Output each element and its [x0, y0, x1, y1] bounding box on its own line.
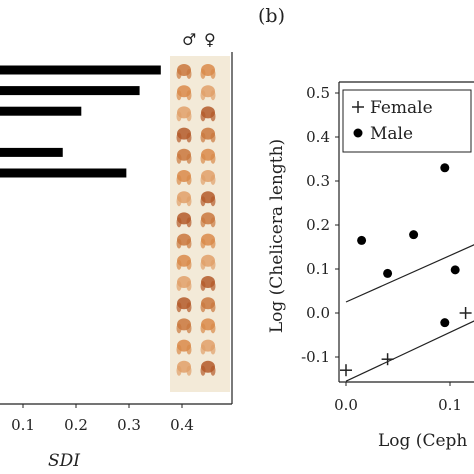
- female-specimen-icon: [200, 233, 216, 249]
- male-specimen-icon: [176, 318, 192, 334]
- x-tick-label-a: 0.1: [11, 416, 35, 434]
- y-tick-label-b: 0.1: [306, 260, 330, 278]
- male-specimen-icon: [176, 297, 192, 313]
- male-specimen-icon: [176, 148, 192, 164]
- female-point: [381, 353, 394, 366]
- female-specimen-icon: [200, 339, 216, 355]
- female-specimen-icon: [200, 106, 216, 122]
- panel-a-sdi-bars: ♂ ♀ 0.1 0.2 0.3 0.4 SDI: [0, 30, 233, 471]
- female-specimen-icon: [200, 64, 216, 79]
- bar: [0, 65, 161, 75]
- scatter-points: [340, 163, 472, 377]
- female-specimen-icon: [200, 127, 216, 143]
- legend-label-male: Male: [370, 124, 413, 144]
- male-specimen-icon: [176, 360, 192, 376]
- male-point: [357, 235, 367, 245]
- female-specimen-icon: [200, 254, 216, 270]
- legend-box: [342, 89, 472, 153]
- bar: [0, 147, 63, 157]
- bar: [0, 168, 127, 178]
- female-specimen-icon: [200, 360, 216, 376]
- female-specimen-icon: [200, 148, 216, 164]
- panel-label-b: (b): [258, 5, 285, 27]
- legend-dot-male: [353, 128, 363, 138]
- male-specimen-icon: [176, 127, 192, 143]
- x-tick-label-b: 0.1: [438, 396, 462, 414]
- y-axis-label: Log (Chelicera length): [267, 139, 287, 333]
- bar-series: [0, 65, 161, 178]
- y-tick-label-b: -0.1: [301, 348, 330, 366]
- male-specimen-icon: [176, 85, 192, 101]
- y-tick-label-b: 0.0: [306, 304, 330, 322]
- male-point: [440, 318, 450, 328]
- x-tick-label-a: 0.3: [117, 416, 141, 434]
- male-specimen-icon: [176, 64, 192, 79]
- thumbnail-column: [176, 64, 216, 376]
- male-specimen-icon: [176, 191, 192, 207]
- female-point: [459, 307, 472, 319]
- x-axis-label-sdi: SDI: [48, 451, 80, 471]
- y-tick-label-b: 0.3: [306, 172, 330, 190]
- male-point: [440, 163, 450, 173]
- male-symbol: ♂: [182, 30, 196, 49]
- female-specimen-icon: [200, 170, 216, 185]
- x-tick-label-a: 0.2: [64, 416, 88, 434]
- male-specimen-icon: [176, 106, 192, 122]
- fit-lines: [345, 244, 474, 382]
- female-specimen-icon: [200, 297, 216, 313]
- y-tick-label-b: 0.5: [306, 84, 330, 102]
- y-ticks-b: 0.5 0.4 0.3 0.2 0.1 0.0 -0.1: [301, 84, 339, 366]
- male-point: [409, 230, 419, 240]
- fit-line: [345, 244, 474, 303]
- x-tick-label-a: 0.4: [170, 416, 194, 434]
- x-axis-label-b: Log (Ceph: [378, 431, 467, 451]
- male-specimen-icon: [176, 212, 192, 228]
- female-specimen-icon: [200, 191, 216, 207]
- female-point: [340, 364, 352, 377]
- x-ticks-b: 0.0 0.1: [334, 382, 462, 414]
- x-ticks-a: 0.1 0.2 0.3 0.4: [11, 404, 194, 434]
- y-tick-label-b: 0.2: [306, 216, 330, 234]
- female-specimen-icon: [200, 276, 216, 291]
- male-specimen-icon: [176, 276, 192, 291]
- x-tick-label-b: 0.0: [334, 396, 358, 414]
- female-specimen-icon: [200, 85, 216, 101]
- female-specimen-icon: [200, 318, 216, 334]
- legend: Female Male: [342, 89, 472, 153]
- male-specimen-icon: [176, 254, 192, 270]
- bar: [0, 86, 140, 96]
- fit-line: [345, 320, 474, 382]
- female-specimen-icon: [200, 212, 216, 228]
- bar: [0, 106, 82, 116]
- y-tick-label-b: 0.4: [306, 128, 330, 146]
- male-specimen-icon: [176, 170, 192, 185]
- male-point: [450, 265, 460, 275]
- male-specimen-icon: [176, 339, 192, 355]
- female-symbol: ♀: [204, 30, 216, 49]
- male-specimen-icon: [176, 233, 192, 249]
- legend-label-female: Female: [370, 98, 433, 118]
- male-point: [383, 268, 393, 278]
- panel-b-scatter: (b) 0.5 0.4 0.3 0.2 0.1 0.0 -0.1 0.0 0.1 Log (C…: [258, 5, 474, 451]
